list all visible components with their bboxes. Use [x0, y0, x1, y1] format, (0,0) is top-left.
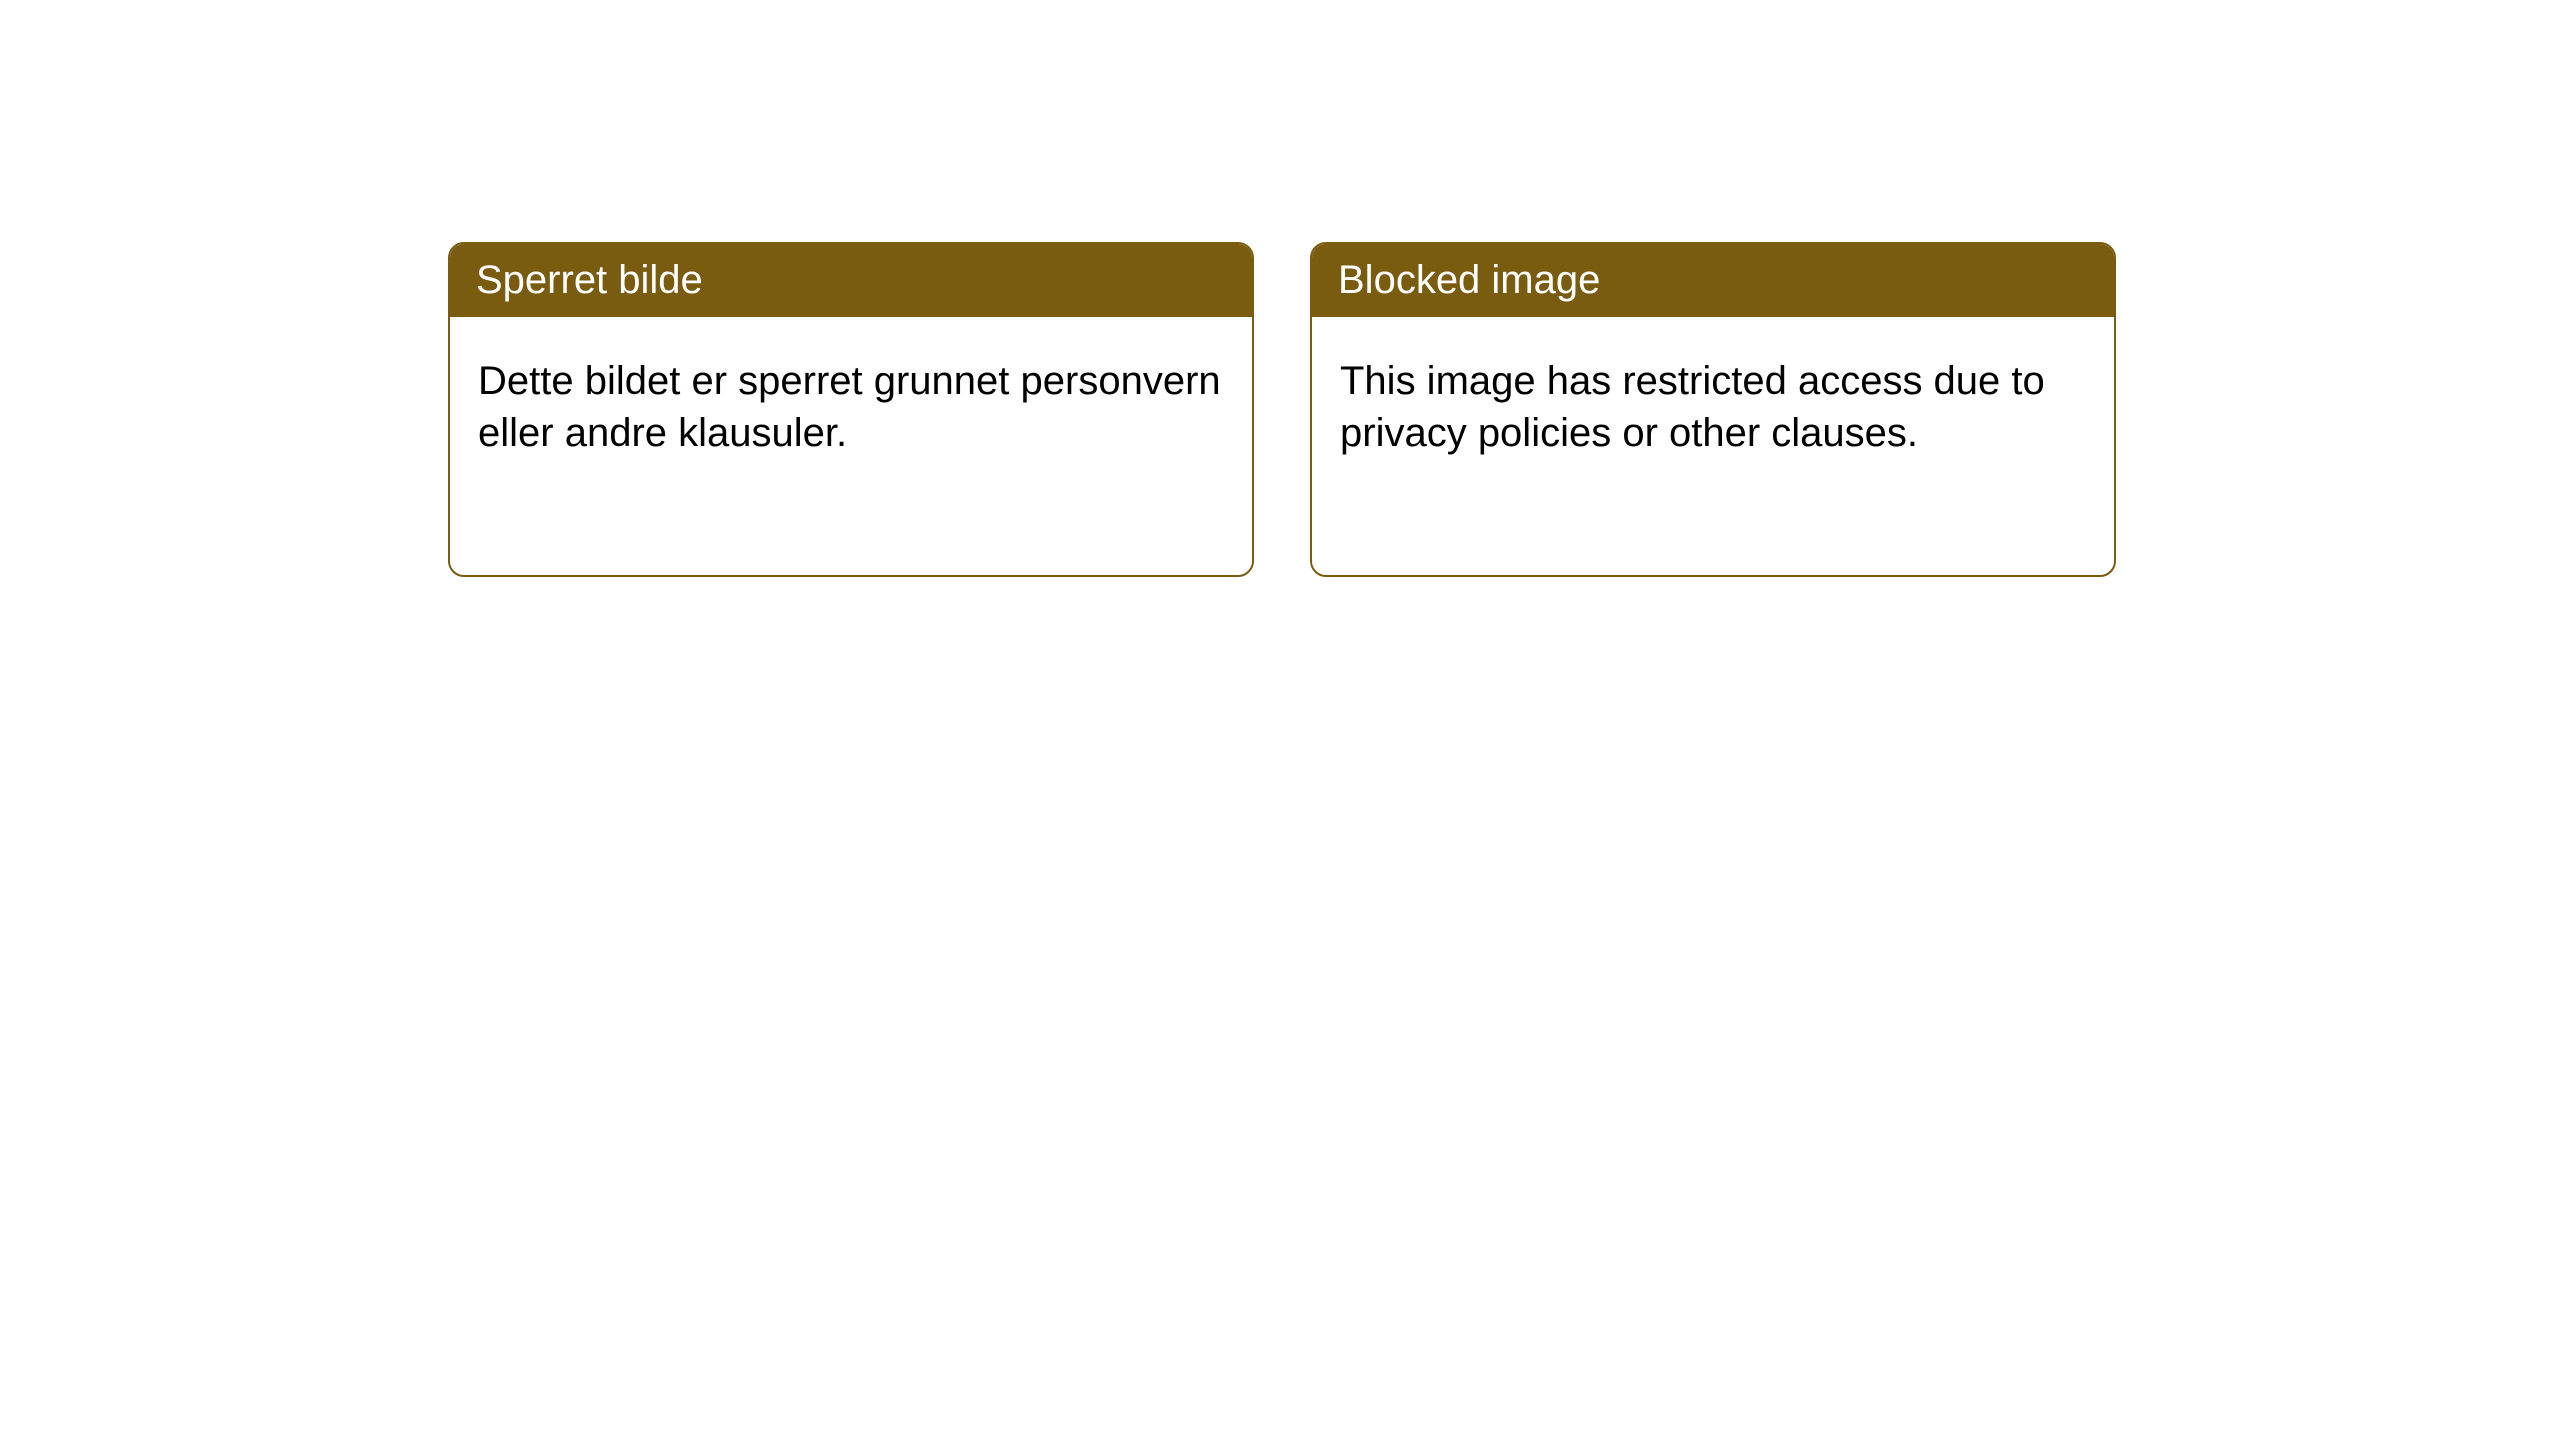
notice-container: Sperret bilde Dette bildet er sperret gr… [0, 0, 2560, 577]
card-message: Dette bildet er sperret grunnet personve… [478, 359, 1221, 455]
card-body: This image has restricted access due to … [1312, 317, 2114, 497]
card-header: Blocked image [1312, 244, 2114, 317]
card-header: Sperret bilde [450, 244, 1252, 317]
notice-card-english: Blocked image This image has restricted … [1310, 242, 2116, 577]
notice-card-norwegian: Sperret bilde Dette bildet er sperret gr… [448, 242, 1254, 577]
card-title: Sperret bilde [476, 258, 703, 302]
card-body: Dette bildet er sperret grunnet personve… [450, 317, 1252, 497]
card-message: This image has restricted access due to … [1340, 359, 2045, 455]
card-title: Blocked image [1338, 258, 1600, 302]
